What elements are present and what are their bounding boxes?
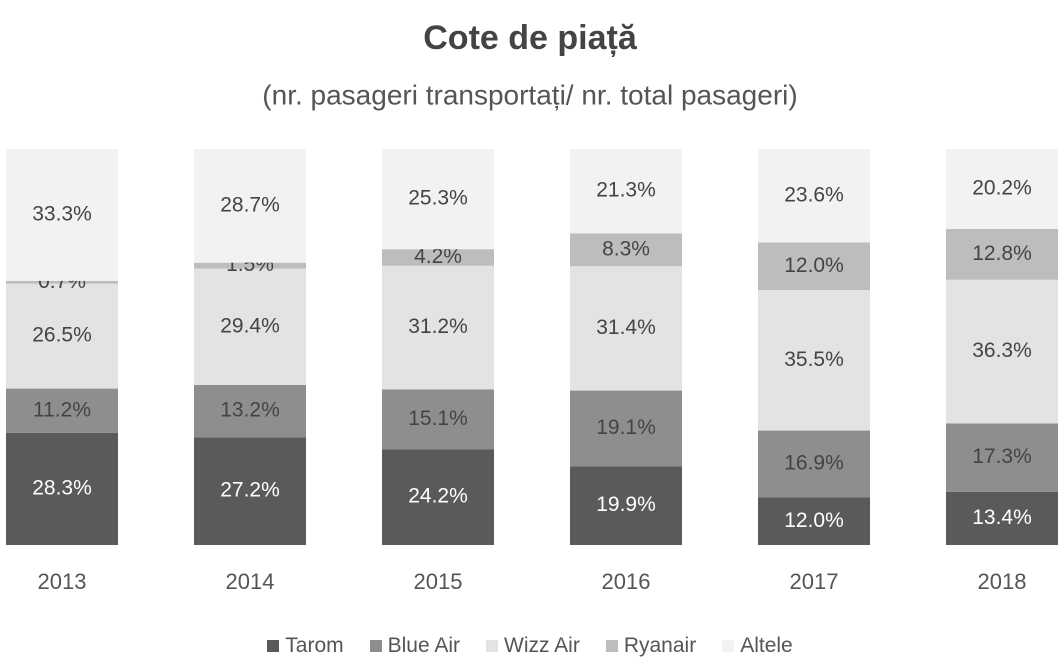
- bar-segment: [6, 432, 118, 545]
- bar-segment: [194, 268, 306, 386]
- bar-segment: [382, 249, 494, 266]
- data-label: 17.3%: [972, 445, 1032, 468]
- bar-segment: [6, 149, 118, 281]
- data-label: 12.8%: [972, 242, 1032, 265]
- data-label: 8.3%: [602, 237, 650, 260]
- data-label: 26.5%: [32, 324, 92, 347]
- data-label: 28.3%: [32, 477, 92, 500]
- data-label: 11.2%: [33, 398, 91, 421]
- bar-segment: [194, 385, 306, 438]
- data-label: 15.1%: [408, 407, 468, 430]
- bar-segment: [6, 283, 118, 389]
- legend-item: Blue Air: [369, 634, 460, 658]
- x-tick-label: 2016: [602, 569, 651, 594]
- bar-segment: [6, 388, 118, 433]
- legend-label: Ryanair: [623, 634, 697, 657]
- legend-label: Wizz Air: [504, 634, 580, 657]
- data-label: 25.3%: [408, 187, 468, 210]
- bar-segment: [758, 149, 870, 243]
- data-label: 20.2%: [972, 177, 1032, 200]
- data-label: 33.3%: [32, 202, 92, 225]
- data-label: 24.2%: [408, 485, 468, 508]
- data-label: 13.4%: [972, 506, 1032, 529]
- data-label: 23.6%: [784, 183, 844, 206]
- bar-segment: [946, 149, 1058, 229]
- bar-segment: [382, 389, 494, 450]
- legend: Tarom Blue Air Wizz Air Ryanair Altele: [0, 634, 1060, 658]
- bar-segment: [382, 149, 494, 250]
- bar-segment: [570, 266, 682, 391]
- legend-item: Ryanair: [605, 634, 697, 658]
- x-tick-label: 2014: [226, 569, 275, 594]
- x-tick-label: 2015: [414, 569, 463, 594]
- bar-segment: [946, 228, 1058, 280]
- data-label: 28.7%: [220, 193, 280, 216]
- data-label: 12.0%: [784, 254, 844, 277]
- bar-segment: [758, 242, 870, 290]
- data-label: 21.3%: [596, 179, 656, 202]
- bar-segment: [382, 449, 494, 545]
- bar-segment: [570, 233, 682, 267]
- bar-segment: [194, 262, 306, 269]
- data-label: 35.5%: [784, 348, 844, 371]
- chart-subtitle: (nr. pasageri transportați/ nr. total pa…: [262, 79, 797, 110]
- legend-label: Tarom: [285, 634, 344, 657]
- data-label: 27.2%: [220, 479, 280, 502]
- bar-segment: [570, 149, 682, 234]
- legend-swatch: [486, 640, 498, 652]
- data-label: 29.4%: [220, 314, 280, 337]
- legend-swatch: [267, 640, 280, 652]
- bar-segment: [194, 149, 306, 263]
- legend-item: Tarom: [267, 634, 344, 658]
- legend-swatch: [722, 640, 735, 652]
- legend-label: Altele: [740, 634, 793, 657]
- bar-segment: [194, 437, 306, 545]
- x-tick-label: 2013: [38, 569, 87, 594]
- bar-segment: [758, 430, 870, 498]
- bar-segment: [570, 390, 682, 467]
- x-tick-label: 2018: [978, 569, 1027, 594]
- data-label: 31.4%: [596, 316, 656, 339]
- legend-swatch: [369, 640, 382, 652]
- bar-segment: [570, 466, 682, 545]
- data-label: 36.3%: [972, 339, 1032, 362]
- bar-segment: [758, 289, 870, 431]
- data-label: 19.1%: [596, 416, 656, 439]
- chart-title: Cote de piață: [423, 19, 638, 57]
- bar-segment: [946, 423, 1058, 492]
- legend-swatch: [605, 640, 618, 652]
- data-label: 16.9%: [784, 452, 844, 475]
- data-label: 19.9%: [596, 493, 656, 516]
- bar-segment: [382, 265, 494, 390]
- legend-item: Wizz Air: [486, 634, 580, 658]
- data-label: 31.2%: [408, 315, 468, 338]
- bar-segment: [758, 497, 870, 545]
- data-label: 12.0%: [784, 509, 844, 532]
- data-label: 13.2%: [220, 399, 280, 422]
- legend-item: Altele: [722, 634, 793, 658]
- bar-segment: [6, 280, 118, 284]
- legend-label: Blue Air: [387, 634, 460, 657]
- x-tick-label: 2017: [790, 569, 839, 594]
- bar-segment: [946, 279, 1058, 424]
- data-label: 4.2%: [414, 245, 462, 268]
- bar-segment: [946, 491, 1058, 545]
